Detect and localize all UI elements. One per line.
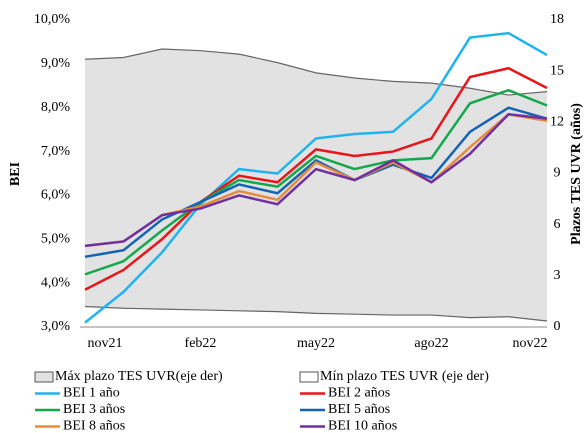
- y-tick-label: 9,0%: [41, 56, 71, 71]
- line: [84, 106, 548, 259]
- area-edge: [84, 48, 548, 96]
- legend-label: BEI 5 años: [328, 402, 390, 417]
- y-tick-label: 10,0%: [34, 12, 71, 27]
- line: [84, 112, 548, 248]
- y2-tick-label: 12: [550, 115, 564, 130]
- y2-tick-label: 9: [554, 166, 561, 181]
- y-tick-label: 6,0%: [41, 188, 71, 203]
- x-tick-label: may22: [297, 336, 335, 351]
- legend-swatch: [34, 371, 54, 383]
- legend-label: BEI 3 años: [63, 402, 125, 417]
- y-axis-title: BEI: [8, 162, 23, 186]
- y2-tick-label: 18: [550, 12, 564, 27]
- legend-label: BEI 1 año: [63, 386, 120, 401]
- area: [85, 306, 547, 327]
- y2-tick-label: 6: [554, 217, 561, 232]
- legend-label: Mín plazo TES UVR (eje der): [320, 369, 489, 384]
- legend-label: BEI 8 años: [63, 419, 125, 433]
- y2-tick-label: 15: [550, 63, 564, 78]
- y-tick-label: 3,0%: [41, 319, 71, 334]
- y-tick-label: 5,0%: [41, 232, 71, 247]
- legend-label: BEI 10 años: [328, 419, 397, 433]
- line: [84, 66, 548, 291]
- y-tick-label: 8,0%: [41, 100, 71, 115]
- legend-label: BEI 2 años: [328, 386, 390, 401]
- y2-axis-title: Plazos TES UVR (años): [569, 103, 584, 245]
- y2-tick-label: 0: [554, 319, 561, 334]
- area-edge: [84, 305, 548, 322]
- line: [84, 88, 548, 276]
- area: [85, 48, 547, 327]
- x-tick-label: nov22: [513, 336, 548, 351]
- legend-swatch: [299, 371, 319, 383]
- y2-tick-label: 3: [554, 268, 561, 283]
- y-tick-label: 7,0%: [41, 144, 71, 159]
- x-tick-label: ago22: [414, 336, 448, 351]
- x-tick-label: nov21: [88, 336, 123, 351]
- y-tick-label: 4,0%: [41, 275, 71, 290]
- line: [84, 31, 548, 324]
- legend-label: Máx plazo TES UVR(eje der): [55, 369, 223, 384]
- x-tick-label: feb22: [185, 336, 217, 351]
